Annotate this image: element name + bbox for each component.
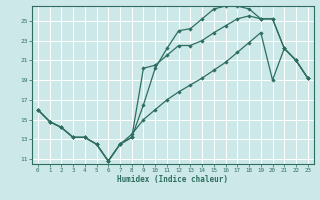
X-axis label: Humidex (Indice chaleur): Humidex (Indice chaleur) — [117, 175, 228, 184]
